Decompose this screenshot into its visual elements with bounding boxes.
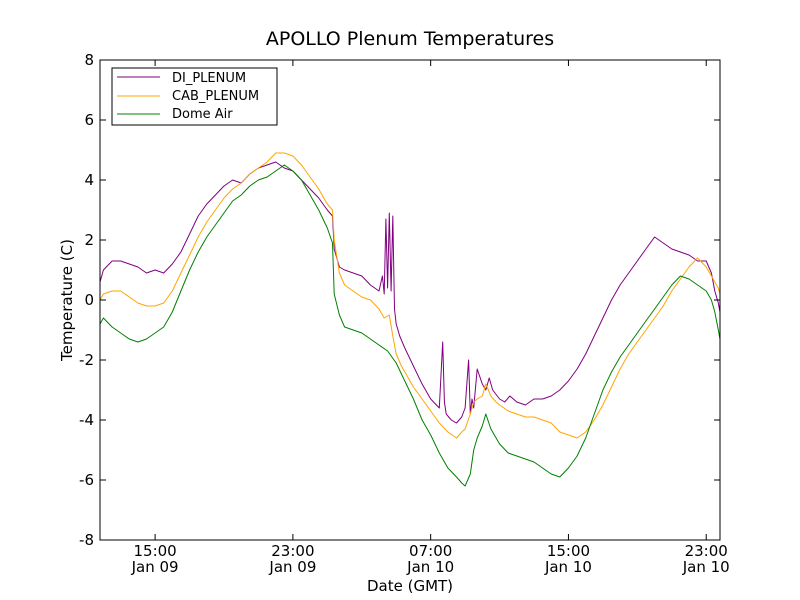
x-tick-sublabel: Jan 10	[682, 558, 730, 576]
series-line-di-plenum	[99, 161, 721, 424]
series-line-dome-air	[99, 164, 721, 487]
legend: DI_PLENUM CAB_PLENUM Dome Air	[111, 67, 278, 126]
y-tick-label: 6	[84, 111, 94, 129]
x-tick-label: 15:00	[547, 542, 590, 560]
y-tick-label: -2	[79, 351, 94, 369]
x-tick-label: 15:00	[133, 542, 176, 560]
x-tick-label: 23:00	[685, 542, 728, 560]
y-tick-label: 4	[84, 171, 94, 189]
y-axis: -8 -6 -4 -2 0 2 4 6 8	[79, 51, 720, 549]
legend-label-dome-air: Dome Air	[172, 107, 233, 122]
y-tick-label: 8	[84, 51, 94, 69]
y-axis-label: Temperature (C)	[58, 239, 76, 362]
x-tick-sublabel: Jan 09	[131, 558, 179, 576]
x-tick-sublabel: Jan 10	[406, 558, 454, 576]
x-tick-sublabel: Jan 09	[268, 558, 316, 576]
x-tick-label: 07:00	[409, 542, 452, 560]
y-tick-label: -4	[79, 411, 94, 429]
series-layer	[99, 152, 721, 487]
legend-label-cab-plenum: CAB_PLENUM	[172, 89, 259, 104]
y-tick-label: 2	[84, 231, 94, 249]
x-axis-label: Date (GMT)	[367, 577, 453, 595]
y-tick-label: -6	[79, 471, 94, 489]
x-tick-sublabel: Jan 10	[544, 558, 592, 576]
chart-title: APOLLO Plenum Temperatures	[266, 28, 554, 50]
legend-label-di-plenum: DI_PLENUM	[172, 71, 246, 86]
series-line-cab-plenum	[99, 152, 721, 439]
y-tick-label: -8	[79, 531, 94, 549]
x-tick-label: 23:00	[271, 542, 314, 560]
y-tick-label: 0	[84, 291, 94, 309]
